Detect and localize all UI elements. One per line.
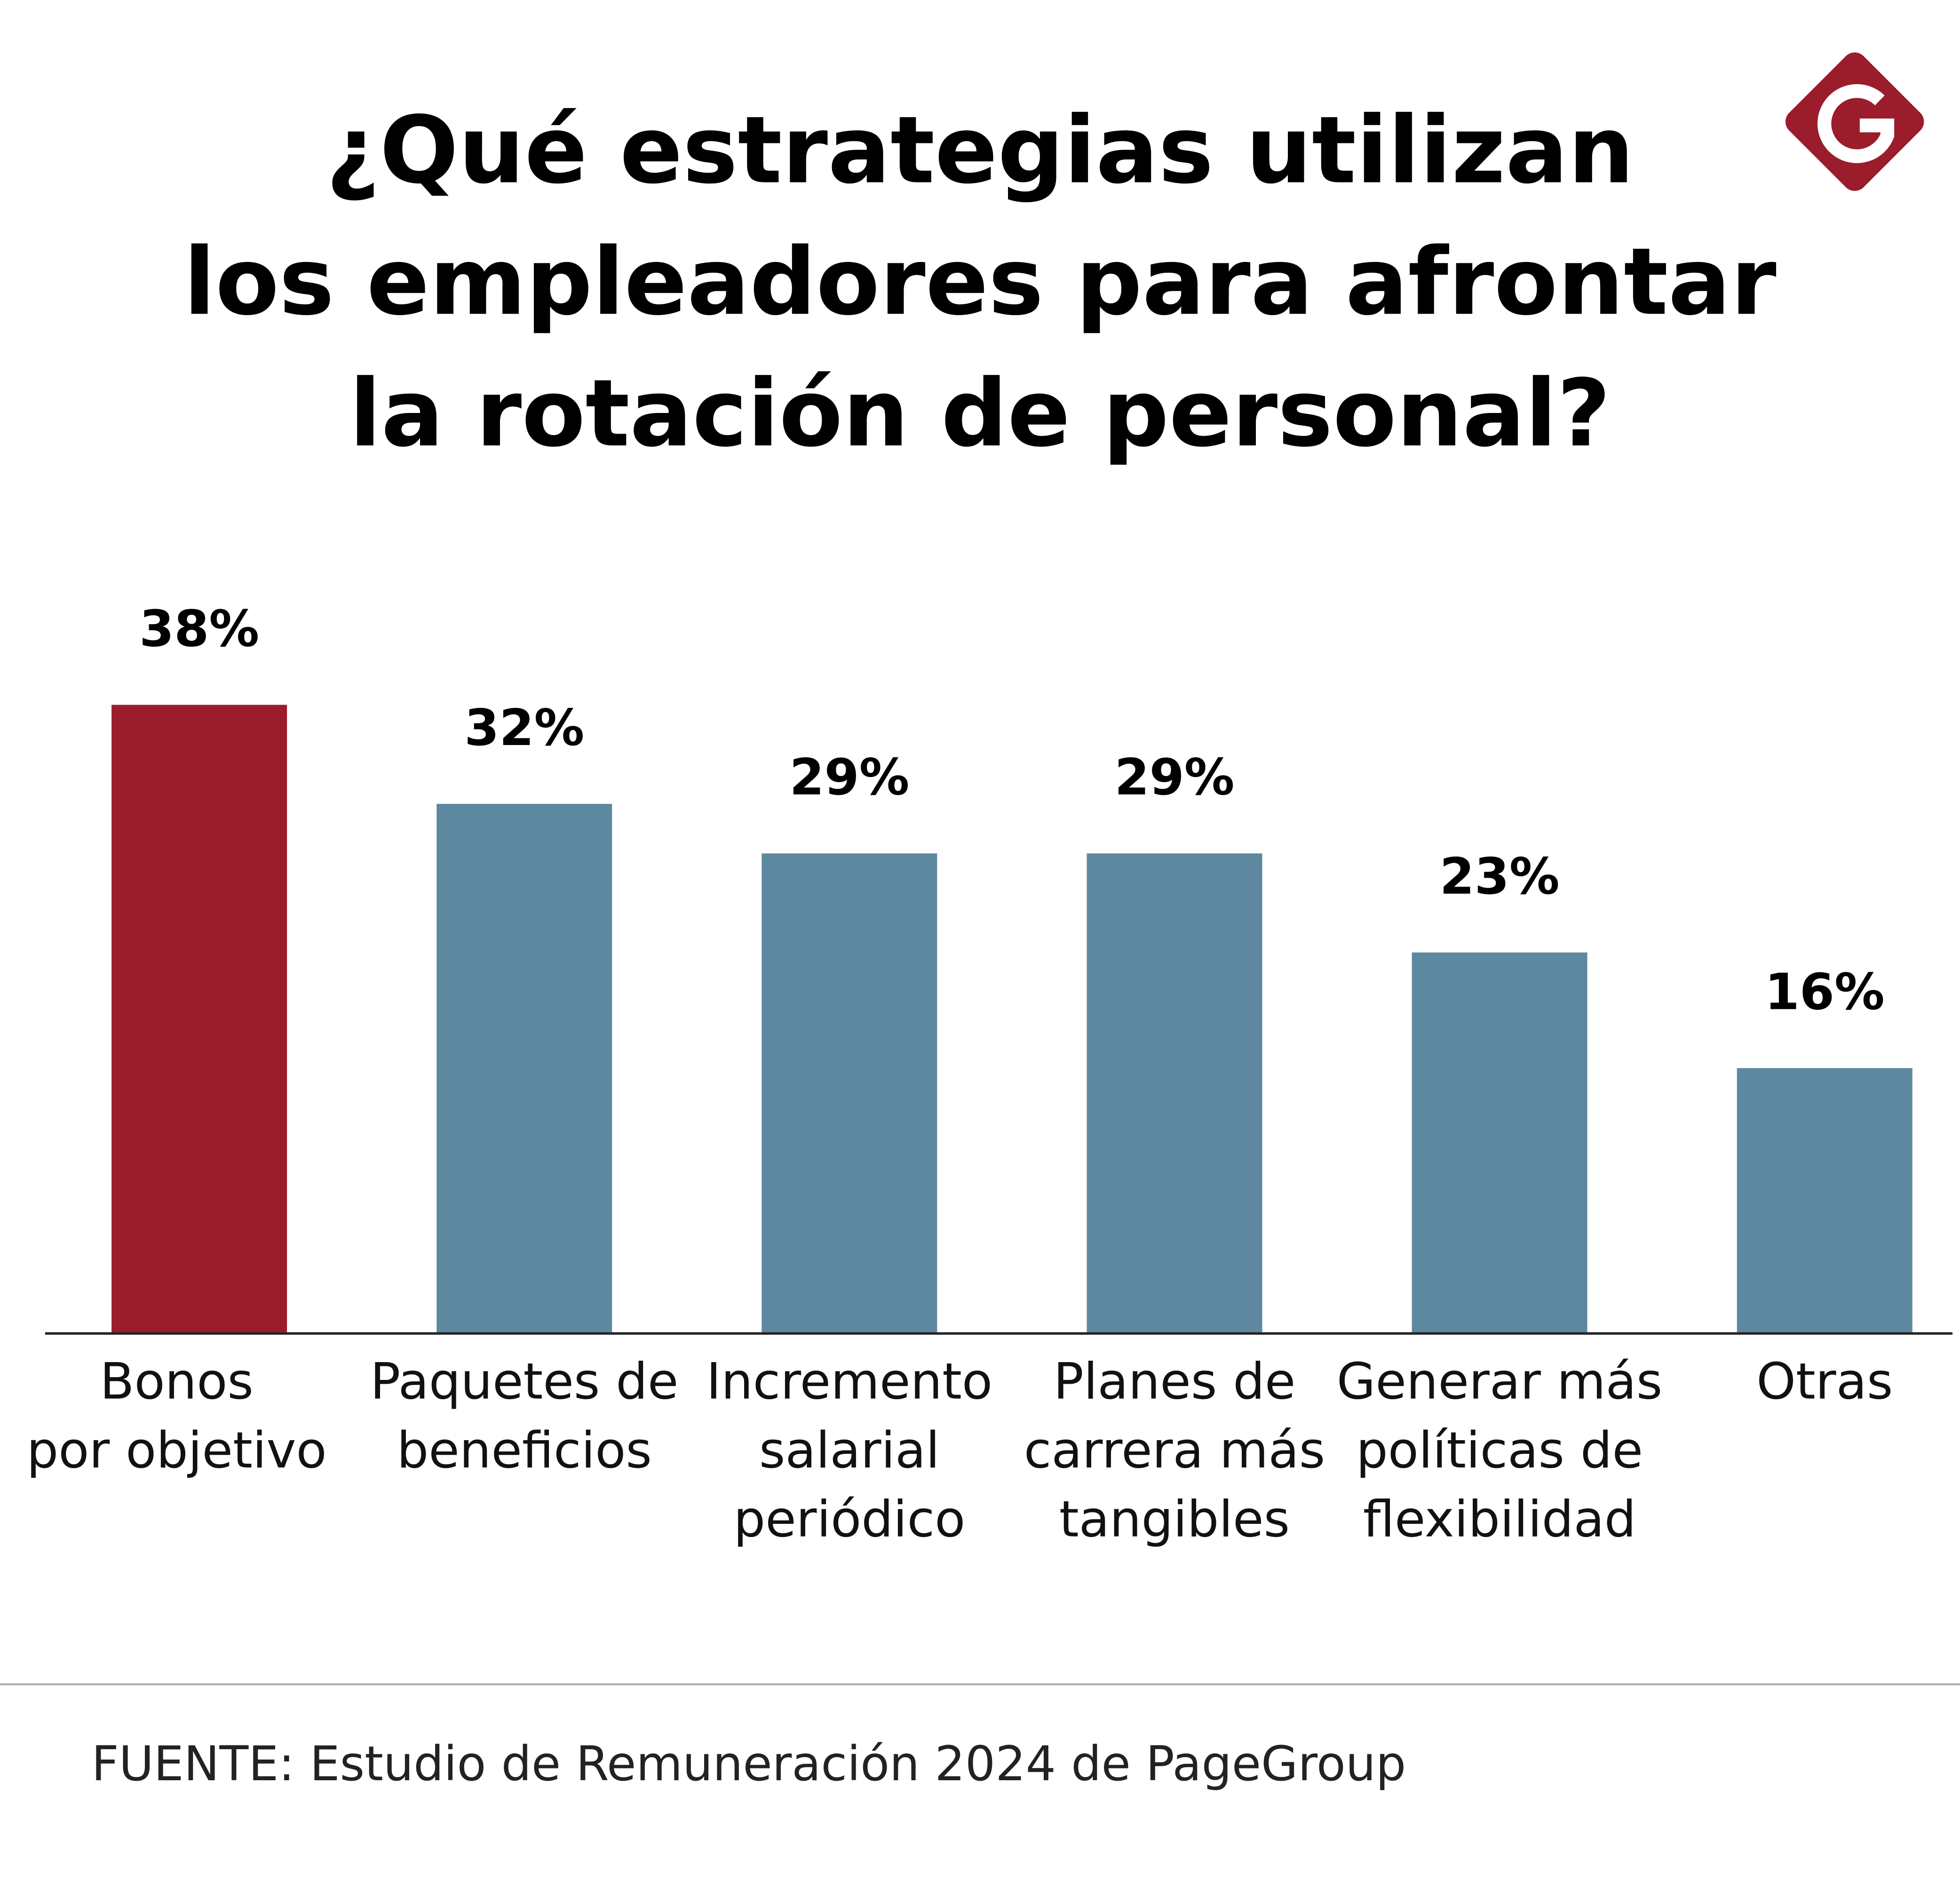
x-tick-label: políticas de [1356, 1421, 1643, 1480]
value-label: 23% [1440, 848, 1560, 906]
x-tick-label: salarial [759, 1421, 940, 1480]
chart-title: los empleadores para afrontar [183, 228, 1776, 336]
x-tick-label: beneficios [397, 1421, 652, 1480]
x-tick-label: Otras [1756, 1353, 1893, 1411]
x-tick-label: flexibilidad [1363, 1491, 1636, 1549]
chart-title: la rotación de personal? [349, 360, 1611, 468]
x-tick-label: por objetivo [27, 1421, 327, 1480]
bar [1737, 1068, 1912, 1332]
chart-title: ¿Qué estrategias utilizan [326, 97, 1634, 205]
bar [1412, 952, 1587, 1332]
bar [1087, 853, 1262, 1332]
value-label: 16% [1765, 963, 1885, 1022]
value-label: 32% [464, 699, 584, 757]
x-tick-label: Bonos [100, 1353, 254, 1411]
bar [436, 804, 612, 1332]
x-tick-label: Incremento [706, 1353, 992, 1411]
x-tick-label: Generar más [1337, 1353, 1663, 1411]
logo [1785, 52, 1924, 191]
x-tick-label: Planes de [1054, 1353, 1296, 1411]
x-tick-label: carrera más [1024, 1421, 1325, 1480]
logo-letter [1817, 84, 1895, 163]
x-tick-label: periódico [733, 1491, 965, 1549]
value-label: 38% [139, 600, 259, 658]
bar [762, 853, 937, 1332]
source: FUENTE: Estudio de Remuneración 2024 de … [91, 1736, 1406, 1792]
logo-diamond [1785, 52, 1924, 191]
x-tick-label: tangibles [1059, 1491, 1290, 1549]
bar [111, 705, 287, 1332]
x-tick-label: Paquetes de [370, 1353, 678, 1411]
value-label: 29% [789, 748, 909, 807]
value-label: 29% [1114, 748, 1234, 807]
